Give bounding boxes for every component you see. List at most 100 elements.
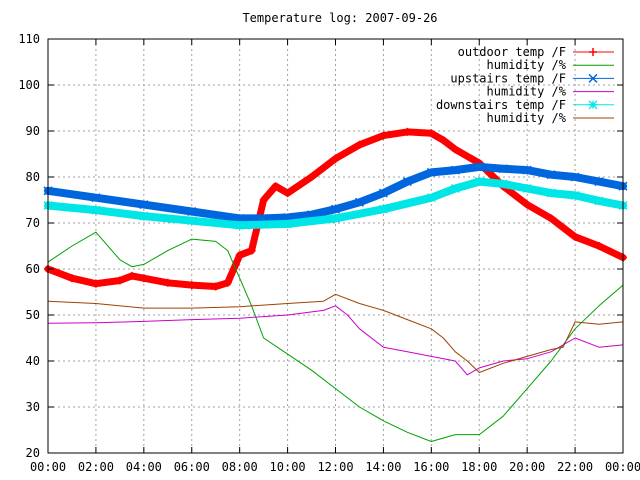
data-point	[498, 179, 508, 189]
data-point	[354, 197, 364, 207]
data-point	[235, 251, 244, 260]
series-line	[47, 305, 624, 376]
x-tick-label: 18:00	[461, 460, 497, 474]
data-point	[163, 278, 172, 287]
y-tick-label: 100	[18, 78, 40, 92]
data-point	[546, 188, 556, 198]
series-1	[47, 231, 624, 442]
data-point	[547, 214, 556, 223]
y-tick-label: 80	[26, 170, 40, 184]
grid	[48, 39, 623, 453]
x-tick-label: 22:00	[557, 460, 593, 474]
data-point	[187, 281, 196, 290]
y-tick-label: 30	[26, 400, 40, 414]
data-point	[427, 129, 436, 138]
data-point	[235, 220, 245, 230]
y-tick-label: 110	[18, 32, 40, 46]
series-layer	[43, 127, 628, 442]
data-point	[330, 204, 341, 214]
data-point	[115, 276, 124, 285]
axes: 20 30 40 50 60 70 80 90 100 110 00:00 02:00 04:00 06:…	[18, 32, 640, 474]
data-point	[588, 73, 598, 83]
data-point	[403, 127, 412, 136]
x-tick-label: 16:00	[413, 460, 449, 474]
x-tick-label: 08:00	[222, 460, 258, 474]
data-point	[523, 200, 532, 209]
data-point	[91, 205, 101, 215]
series-line	[47, 231, 624, 442]
legend-label: humidity /%	[487, 111, 567, 125]
legend-label: upstairs temp /F	[450, 71, 566, 85]
data-point	[307, 173, 316, 181]
y-tick-label: 20	[26, 446, 40, 460]
data-point	[139, 274, 148, 283]
data-point	[426, 193, 436, 203]
data-point	[223, 278, 232, 287]
data-point	[594, 177, 604, 187]
data-point	[187, 216, 197, 226]
data-point	[451, 145, 460, 154]
x-tick-label: 12:00	[317, 460, 353, 474]
data-point	[571, 232, 580, 241]
data-point	[589, 48, 597, 56]
data-point	[474, 177, 484, 187]
data-point	[546, 170, 556, 180]
data-point	[127, 271, 136, 280]
data-point	[91, 279, 100, 288]
y-tick-label: 70	[26, 216, 40, 230]
data-point	[139, 200, 149, 210]
data-point	[450, 165, 460, 175]
data-point	[211, 282, 220, 291]
data-point	[259, 196, 268, 204]
data-point	[283, 189, 292, 198]
legend-label: humidity /%	[487, 85, 567, 99]
data-point	[331, 154, 340, 163]
x-tick-label: 00:00	[605, 460, 640, 474]
data-point	[595, 242, 604, 250]
data-point	[378, 188, 388, 198]
data-point	[450, 184, 460, 193]
chart-title: Temperature log: 2007-09-26	[242, 11, 437, 25]
series-5	[47, 293, 624, 373]
data-point	[522, 165, 532, 175]
x-tick-label: 02:00	[78, 460, 114, 474]
data-point	[187, 206, 197, 217]
data-point	[594, 196, 604, 206]
data-point	[439, 136, 448, 145]
y-tick-label: 50	[26, 308, 40, 322]
data-point	[379, 131, 388, 140]
data-point	[91, 193, 101, 203]
data-point	[283, 219, 293, 229]
data-point	[67, 274, 76, 283]
legend-label: outdoor temp /F	[458, 45, 566, 59]
x-tick-label: 04:00	[126, 460, 162, 474]
y-tick-label: 60	[26, 262, 40, 276]
data-point	[570, 190, 580, 200]
data-point	[588, 100, 598, 110]
data-point	[139, 211, 149, 221]
data-point	[247, 246, 256, 255]
data-point	[402, 177, 412, 187]
x-tick-label: 20:00	[509, 460, 545, 474]
data-point	[474, 162, 484, 172]
data-point	[355, 140, 364, 149]
data-point	[570, 172, 580, 182]
legend-label: humidity /%	[487, 58, 567, 72]
data-point	[426, 167, 436, 177]
x-tick-label: 06:00	[174, 460, 210, 474]
y-tick-label: 40	[26, 354, 40, 368]
y-tick-label: 90	[26, 124, 40, 138]
data-point	[378, 204, 388, 214]
series-3	[47, 305, 624, 376]
data-point	[522, 184, 532, 193]
data-point	[331, 213, 340, 223]
data-point	[271, 182, 280, 191]
x-tick-label: 14:00	[365, 460, 401, 474]
legend-label: downstairs temp /F	[436, 98, 566, 112]
x-tick-label: 10:00	[270, 460, 306, 474]
data-point	[498, 164, 508, 174]
series-line	[47, 293, 624, 373]
x-tick-label: 00:00	[30, 460, 66, 474]
